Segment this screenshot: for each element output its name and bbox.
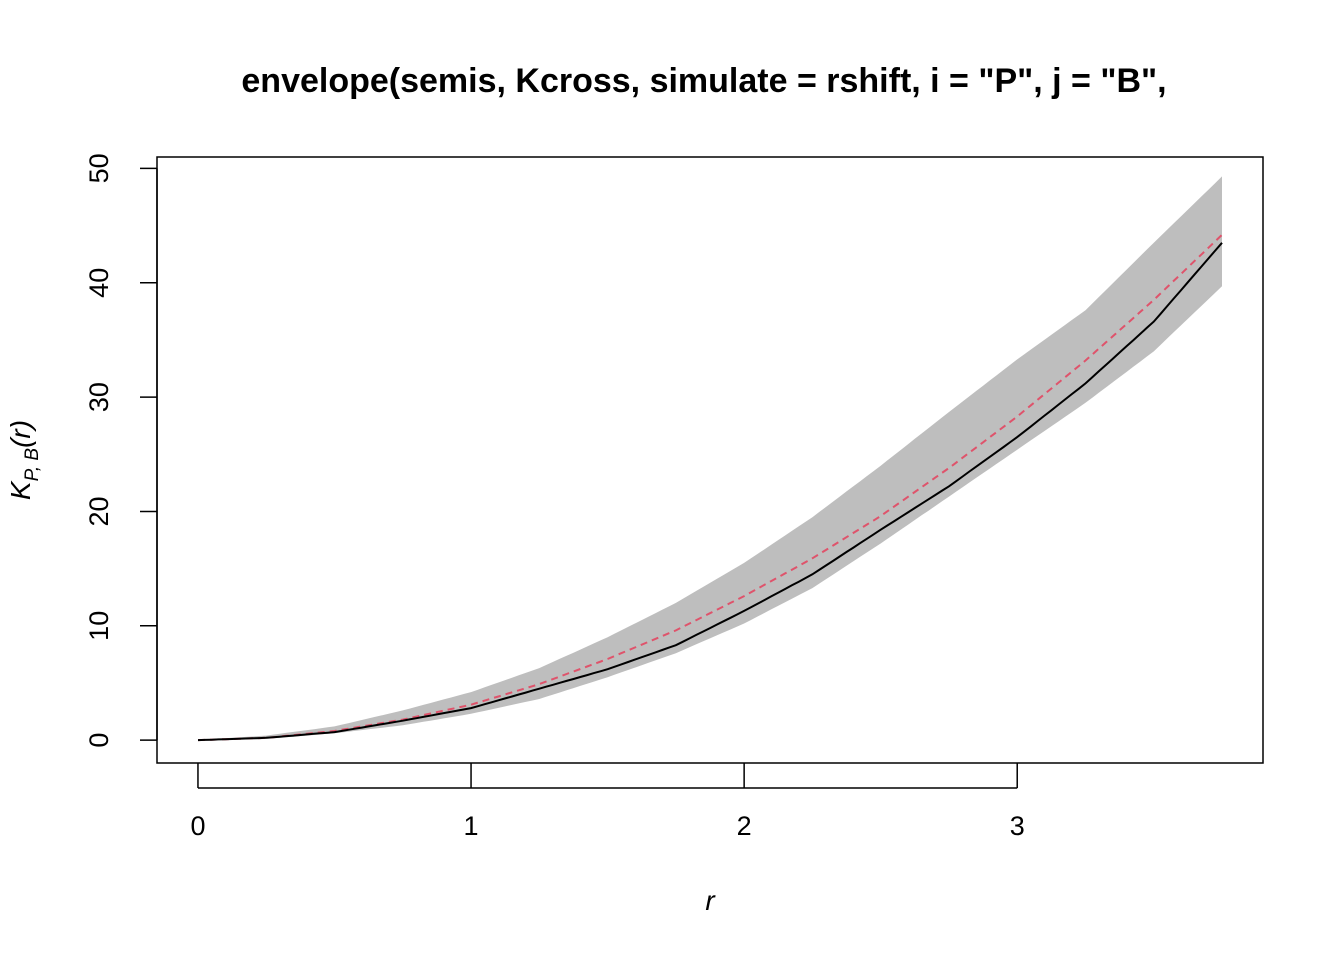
y-tick-label: 10 [84, 611, 114, 641]
y-axis-label-subscript: P, B [22, 448, 43, 482]
theoretical-line [197, 234, 1223, 742]
y-axis-label: KP, B(r) [5, 420, 43, 500]
y-tick-label: 30 [84, 382, 114, 412]
x-tick-label: 3 [1010, 811, 1025, 841]
y-tick-label: 40 [84, 268, 114, 298]
chart-title: envelope(semis, Kcross, simulate = rshif… [241, 62, 1166, 100]
x-tick-label: 2 [737, 811, 752, 841]
y-tick-label: 20 [84, 496, 114, 526]
x-axis: 0 1 2 3 [190, 763, 1025, 841]
y-axis: 0 10 20 30 40 50 [84, 153, 158, 748]
plot-frame [156, 156, 1264, 764]
y-axis-label-main: K [5, 480, 36, 500]
plot-layer [197, 176, 1223, 742]
x-axis-label: r [705, 885, 716, 916]
envelope-band [198, 176, 1222, 741]
y-tick-label: 50 [84, 153, 114, 183]
x-tick-label: 1 [464, 811, 479, 841]
observed-line [197, 242, 1223, 742]
y-tick-label: 0 [84, 733, 114, 748]
y-axis-label-arg: (r) [5, 420, 36, 448]
x-tick-label: 0 [190, 811, 205, 841]
